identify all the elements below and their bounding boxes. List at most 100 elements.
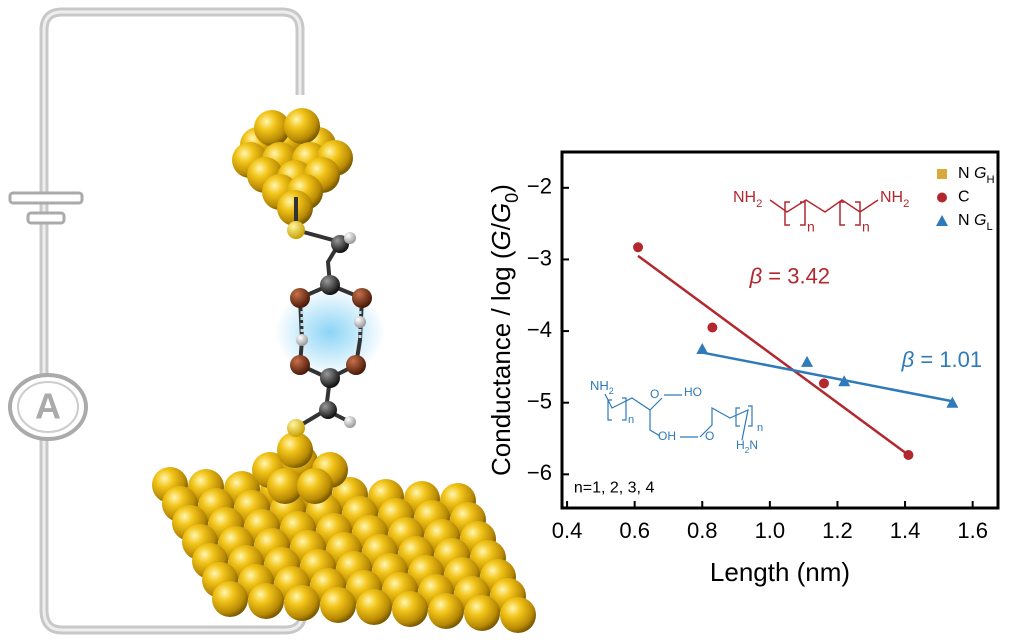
y-axis-label-part: ): [486, 184, 516, 193]
structure-label: O: [705, 429, 714, 443]
y-axis-label-part: G: [486, 203, 516, 223]
circuit-wire-highlight: [42, 10, 305, 632]
x-tick-label: 1.2: [822, 518, 853, 543]
y-axis-label-part: 0: [502, 193, 522, 203]
legend-label-part: N: [958, 165, 974, 182]
legend-label: N GL: [958, 212, 993, 233]
annotation: n=1, 2, 3, 4: [574, 480, 655, 497]
annotation: β = 3.42: [749, 263, 830, 288]
gold-atom: [254, 110, 290, 146]
structure-bonds: [769, 199, 879, 226]
gold-atom: [284, 585, 320, 621]
x-tick-label: 0.4: [552, 518, 583, 543]
annotation-part: β: [749, 263, 763, 288]
legend-marker: [936, 215, 948, 226]
gold-atom: [248, 583, 284, 619]
y-tick-label: −2: [527, 174, 552, 199]
legend-marker: [937, 192, 947, 203]
data-point: [696, 342, 709, 354]
ammeter-label: A: [35, 386, 61, 427]
y-tick-label: −6: [527, 460, 552, 485]
structure-label: OH: [658, 429, 676, 443]
structure-label: n: [628, 414, 634, 426]
legend-label: N GH: [958, 165, 995, 186]
gold-atom: [267, 468, 303, 504]
x-tick-label: 0.6: [619, 518, 650, 543]
atom-h: [296, 334, 308, 346]
structure-bonds: [604, 393, 753, 441]
data-point: [633, 242, 644, 253]
gold-atom: [500, 597, 536, 633]
atom-o: [290, 288, 310, 308]
structure-label: HO: [684, 385, 702, 399]
atom-c: [320, 368, 340, 388]
structure-part: NH: [733, 189, 756, 206]
structure-label: n: [757, 422, 763, 434]
x-tick-label: 1.0: [755, 518, 786, 543]
structure-label: n: [862, 219, 870, 235]
structure-label: NH2: [590, 378, 614, 396]
x-tick-label: 1.4: [890, 518, 921, 543]
gold-atom: [320, 587, 356, 623]
gold-atom: [212, 581, 248, 617]
annotation-part: β: [901, 347, 915, 372]
y-tick-label: −3: [527, 245, 552, 270]
subscript: 2: [903, 198, 909, 210]
structure-label: H2N: [736, 438, 758, 455]
atom-c: [320, 275, 340, 295]
ammeter-ring: [17, 381, 79, 433]
atom-o: [352, 288, 372, 308]
structure-label: NH2: [733, 189, 762, 210]
data-point: [707, 322, 718, 333]
atom-h: [344, 416, 356, 428]
subscript: 2: [756, 198, 762, 210]
junction-illustration: A: [8, 7, 536, 635]
atom-s: [287, 221, 305, 239]
structure-label: NH2: [880, 189, 909, 210]
legend-label-part: H: [986, 174, 994, 186]
legend-label-part: C: [958, 189, 970, 206]
legend-label-part: G: [974, 212, 986, 229]
structure-label: n: [807, 219, 815, 235]
plot-frame: [560, 150, 1000, 510]
legend-label-part: N: [958, 212, 974, 229]
y-axis-label-part: /: [486, 222, 516, 230]
y-tick-label: −4: [527, 317, 552, 342]
y-axis-label-part: G: [486, 230, 516, 250]
gold-atom: [284, 108, 320, 144]
gold-atom: [392, 591, 428, 627]
y-tick-label: −5: [527, 389, 552, 414]
atom-h: [354, 316, 366, 328]
fit-line: [637, 254, 910, 457]
battery-plate: [26, 211, 66, 225]
atom-o: [346, 355, 366, 375]
y-axis-label-part: Conductance / log (: [486, 250, 516, 476]
annotation-part: = 1.01: [914, 347, 982, 372]
data-point: [838, 375, 851, 387]
data-point: [801, 355, 814, 367]
data-point: [818, 378, 829, 389]
x-tick-label: 0.8: [687, 518, 718, 543]
y-axis-label: Conductance / log (G/G0): [486, 184, 522, 476]
atom-c: [319, 401, 337, 419]
structure-part: H: [736, 438, 745, 452]
structure-part: N: [749, 438, 758, 452]
legend-label: C: [958, 189, 970, 206]
subscript: 2: [609, 386, 614, 396]
structure-part: NH: [880, 189, 903, 206]
atom-s: [287, 419, 305, 437]
battery-plate: [8, 191, 84, 205]
subscript: 2: [745, 445, 750, 455]
structure-label: O: [650, 387, 659, 401]
electrodes: [152, 108, 536, 633]
annotation-part: = 3.42: [762, 263, 830, 288]
gold-atom: [428, 593, 464, 629]
structure-part: NH: [590, 378, 609, 393]
gold-atom: [297, 468, 333, 504]
fit-line: [702, 351, 953, 403]
legend-marker: [937, 169, 947, 179]
data-point: [946, 396, 959, 408]
annotation: β = 1.01: [901, 347, 982, 372]
x-axis-label: Length (nm): [710, 557, 850, 587]
